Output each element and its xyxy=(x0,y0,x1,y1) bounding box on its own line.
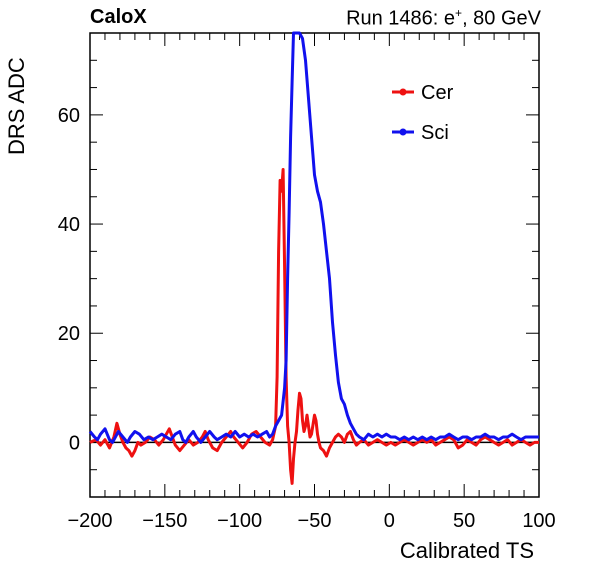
legend-label-cer: Cer xyxy=(421,82,454,104)
x-tick-label: −50 xyxy=(298,510,332,532)
legend: Cer Sci xyxy=(392,82,454,144)
run-info-prefix: Run 1486: e xyxy=(346,7,456,30)
x-axis-label: Calibrated TS xyxy=(399,538,534,563)
series-line-sci xyxy=(88,31,539,444)
x-tick-label: −200 xyxy=(67,510,112,532)
run-info-charge: + xyxy=(455,6,463,20)
series-group xyxy=(88,31,539,485)
x-tick-label: 50 xyxy=(453,510,475,532)
plot-frame xyxy=(89,32,540,498)
y-tick-label: 60 xyxy=(58,105,80,127)
x-tick-label: 0 xyxy=(384,510,395,532)
experiment-label: CaloX xyxy=(90,6,147,28)
run-info-label: Run 1486: e+, 80 GeV xyxy=(346,6,541,31)
run-info-suffix: , 80 GeV xyxy=(462,7,541,30)
x-tick-label: −100 xyxy=(217,510,262,532)
axis-ticks: −200 −150 −100 −50 0 50 100 0 20 40 60 xyxy=(58,33,556,532)
legend-marker-cer xyxy=(399,88,407,96)
x-tick-label: 100 xyxy=(522,510,555,532)
y-tick-label: 0 xyxy=(69,432,80,454)
legend-marker-sci xyxy=(399,128,407,136)
legend-label-sci: Sci xyxy=(421,122,449,144)
y-axis-label: DRS ADC xyxy=(4,57,29,155)
y-tick-label: 20 xyxy=(58,323,80,345)
x-tick-label: −150 xyxy=(142,510,187,532)
series-line-cer xyxy=(89,168,539,485)
y-tick-label: 40 xyxy=(58,214,80,236)
